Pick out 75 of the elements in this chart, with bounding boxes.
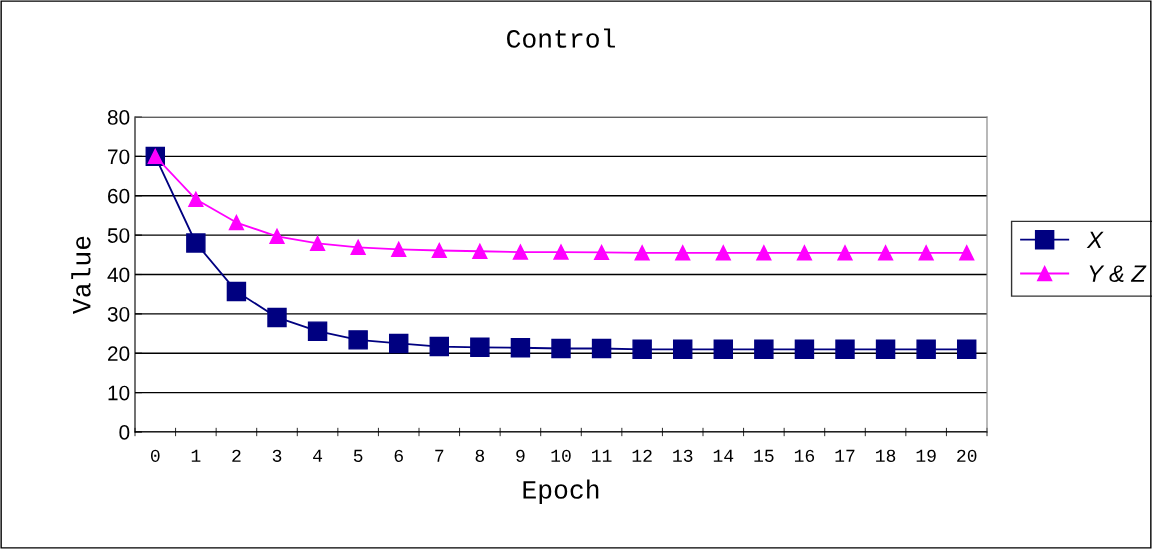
point [186,233,206,253]
point [269,228,285,244]
point [796,245,813,261]
y-tick-label: 60 [108,188,130,204]
point [634,245,650,261]
point [754,339,774,360]
point [835,339,855,360]
point [632,339,652,360]
x-tick-label: 14 [713,449,734,462]
chart-title: Control [507,28,615,48]
x-tick-label: 18 [876,449,896,462]
x-tick-label: 19 [916,449,936,462]
x-tick-label: 10 [551,449,571,462]
point [553,244,569,260]
point [307,321,328,341]
x-tick-label: 4 [313,449,323,462]
y-tick-label: 70 [108,149,130,165]
x-tick-label: 12 [632,449,652,462]
y-tick-label: 30 [107,306,130,322]
x-tick-label: 16 [794,449,815,462]
point [348,330,368,350]
x-tick-label: 5 [353,449,363,462]
point [188,191,204,207]
x-tick-label: 8 [475,449,485,462]
point [956,339,977,360]
point [350,239,366,255]
point [672,339,693,360]
point [959,245,975,261]
point [309,235,326,252]
point [675,245,691,261]
y-axis-title: Value [71,236,91,314]
y-tick-label: 10 [108,385,130,401]
point [472,243,488,259]
point [510,338,531,358]
point [877,245,894,261]
point [837,245,853,261]
x-tick-label: 9 [516,449,525,462]
point [226,281,247,302]
x-tick-label: 17 [835,449,855,462]
point [875,339,896,360]
x-tick-label: 11 [592,449,612,462]
point [715,245,731,261]
x-tick-label: 13 [673,449,693,462]
point [713,339,734,360]
legend-label: X [1086,231,1104,248]
y-tick-label: 20 [108,346,130,361]
y-tick-label: 0 [119,425,130,440]
point [470,337,490,358]
y-tick-label: 80 [107,110,130,125]
x-tick-label: 3 [272,449,282,462]
y-tick-label: 40 [107,267,130,283]
point [512,244,529,260]
point [794,339,815,360]
point [391,241,407,257]
point [916,339,936,360]
x-tick-label: 1 [191,449,201,462]
legend-label: Y & Z [1089,265,1147,282]
x-tick-label: 15 [754,449,774,462]
x-tick-label: 20 [957,449,977,462]
point [593,244,610,261]
point [551,338,571,359]
y-tick-label: 50 [107,228,130,243]
point [267,307,287,328]
point [429,336,450,357]
point [918,245,934,261]
x-tick-label: 7 [435,449,444,462]
x-tick-label: 2 [232,449,241,462]
point [591,338,612,359]
x-tick-label: 6 [394,449,403,462]
x-tick-label: 0 [150,449,160,462]
point [388,333,409,354]
point [431,242,447,259]
point [756,245,772,261]
point [228,214,245,231]
x-axis-title: Epoch [523,479,599,504]
